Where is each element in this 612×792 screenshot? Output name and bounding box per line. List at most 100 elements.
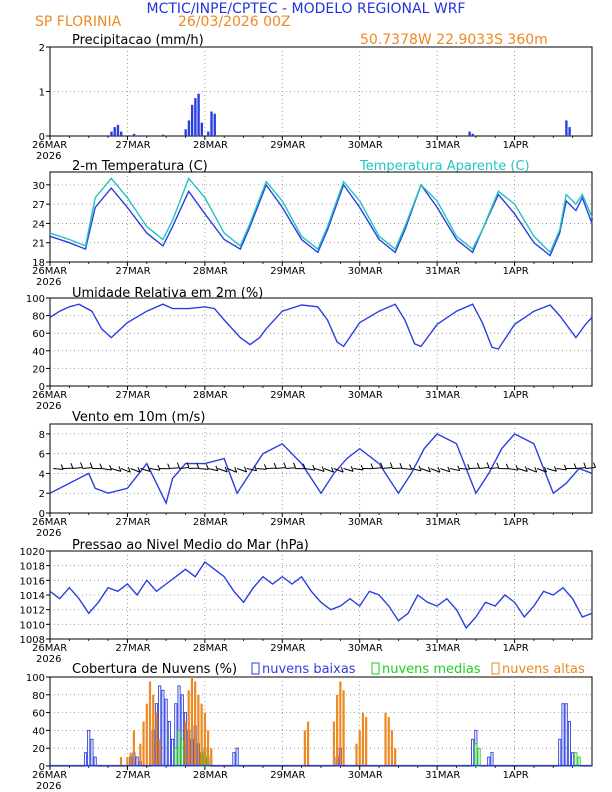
y-tick-label: 27 [32,200,45,211]
precip-bar [471,133,475,136]
y-tick-label: 8 [39,430,45,441]
panel-3: 26MAR 27MAR 28MAR 29MAR 30MAR 31MAR 1APR 2026 0 2… [26,294,593,412]
wind-barb [459,468,470,470]
wind-barb-flag [409,464,413,470]
x-tick-label: 28MAR [193,390,228,401]
cloud-bar-nuvens-baixas [167,721,171,767]
y-tick-label: 0 [39,132,45,143]
cloud-bar-nuvens-baixas [161,689,165,767]
cloud-bar-nuvens-altas [129,752,132,766]
precip-bar [468,131,471,136]
cloud-bar-nuvens-altas [339,681,342,766]
y-tick-label: 80 [32,691,45,702]
wind-barb [130,468,141,473]
x-tick-label: 28MAR [193,140,228,151]
wind-barb [314,468,325,472]
cloud-bar-nuvens-altas [119,757,123,766]
series-line-vento [49,433,593,506]
precip-bar [184,129,187,136]
x-year-label: 2026 [36,528,61,539]
y-tick-label: 21 [32,239,45,250]
x-tick-label: 31MAR [425,770,460,781]
x-tick-label: 30MAR [348,517,383,528]
x-tick-label: 1APR [503,140,529,151]
wind-barb-flag [467,464,471,470]
wind-barb-flag [89,462,93,468]
wind-barb [488,467,499,469]
wind-barb-flag [573,463,577,469]
wind-barb-flag [331,466,334,473]
precip-bar [200,122,204,136]
precip-bar [565,120,568,136]
y-tick-label: 20 [32,744,45,755]
wind-barb-flag [505,463,509,469]
wind-barb-flag [312,464,316,471]
wind-barb-flag [399,462,403,469]
x-tick-label: 30MAR [348,266,383,277]
wind-barb-flag [340,466,344,473]
wind-barbs [53,462,596,473]
legend-high-box [491,662,500,675]
wind-barb [411,468,422,472]
wind-barb-flag [109,464,112,471]
x-tick-label: 27MAR [115,517,150,528]
x-tick-label: 30MAR [348,140,383,151]
wind-barb [546,468,557,472]
wind-barb-flag [447,466,451,472]
panel-title-pressure: Pressao ao Nivel Medio do Mar (hPa) [72,538,309,553]
cloud-bar-nuvens-altas [342,690,345,766]
y-tick-label: 1010 [20,620,45,631]
precip-bar [113,127,116,136]
wind-barb-flag [167,463,171,469]
cloud-bar-nuvens-baixas [93,756,97,767]
cloud-bar-nuvens-baixas [567,721,571,767]
cloud-bar-nuvens-altas [126,757,129,766]
panel-1: 26MAR 27MAR 28MAR 29MAR 30MAR 31MAR 1APR 2026 0 1… [32,43,593,162]
cloud-bar-nuvens-altas [145,703,148,766]
panel-title-humidity: Umidade Relativa em 2m (%) [72,286,263,301]
y-tick-label: 4 [39,469,45,480]
x-year-label: 2026 [36,401,61,412]
cloud-bar-nuvens-medias [577,756,581,767]
cloud-bar-nuvens-altas [358,730,361,766]
y-tick-label: 30 [32,181,45,192]
panel-2: 26MAR 27MAR 28MAR 29MAR 30MAR 31MAR 1APR 2026 18… [32,171,593,288]
y-tick-label: 0 [39,762,45,773]
cloud-bar-nuvens-baixas [164,698,168,767]
cloud-bar-nuvens-medias [574,752,578,767]
precip-bar [187,120,191,136]
wind-barb-flag [593,462,596,468]
wind-barb-flag [224,466,228,473]
cloud-bar-nuvens-altas [190,677,194,766]
cloud-bar-nuvens-altas [132,730,135,766]
wind-barb-flag [80,462,83,468]
wind-barb-flag [127,466,131,473]
wind-barb [575,467,586,469]
y-tick-label: 1008 [20,635,45,646]
y-tick-label: 1016 [20,576,45,587]
wind-barb-flag [437,467,441,473]
cloud-bar-nuvens-altas [158,739,161,766]
wind-barb [285,467,296,469]
wind-barb [527,468,537,473]
wind-barb [304,468,315,471]
y-tick-label: 60 [32,709,45,720]
main-title: MCTIC/INPE/CPTEC - MODELO REGIONAL WRF [147,1,466,17]
wind-barb-flag [427,466,431,473]
wind-barb [449,468,460,472]
legend-mid-clouds: nuvens medias [382,662,481,677]
cloud-bar-nuvens-baixas [571,752,575,767]
wind-barb [333,468,344,473]
cloud-bar-nuvens-baixas [135,756,139,767]
panel-title-temp: 2-m Temperatura (C) [72,159,208,174]
cloud-bar-nuvens-altas [384,712,387,766]
cloud-bar-nuvens-altas [387,717,390,766]
cloud-bar-nuvens-medias [174,747,178,767]
x-tick-label: 28MAR [193,517,228,528]
wind-barb-flag [389,462,393,468]
precip-bar [190,104,194,136]
y-tick-label: 1012 [20,606,45,617]
x-tick-label: 1APR [503,266,529,277]
series-line-temperatura-aparente [49,177,593,254]
wind-barb [585,467,596,469]
